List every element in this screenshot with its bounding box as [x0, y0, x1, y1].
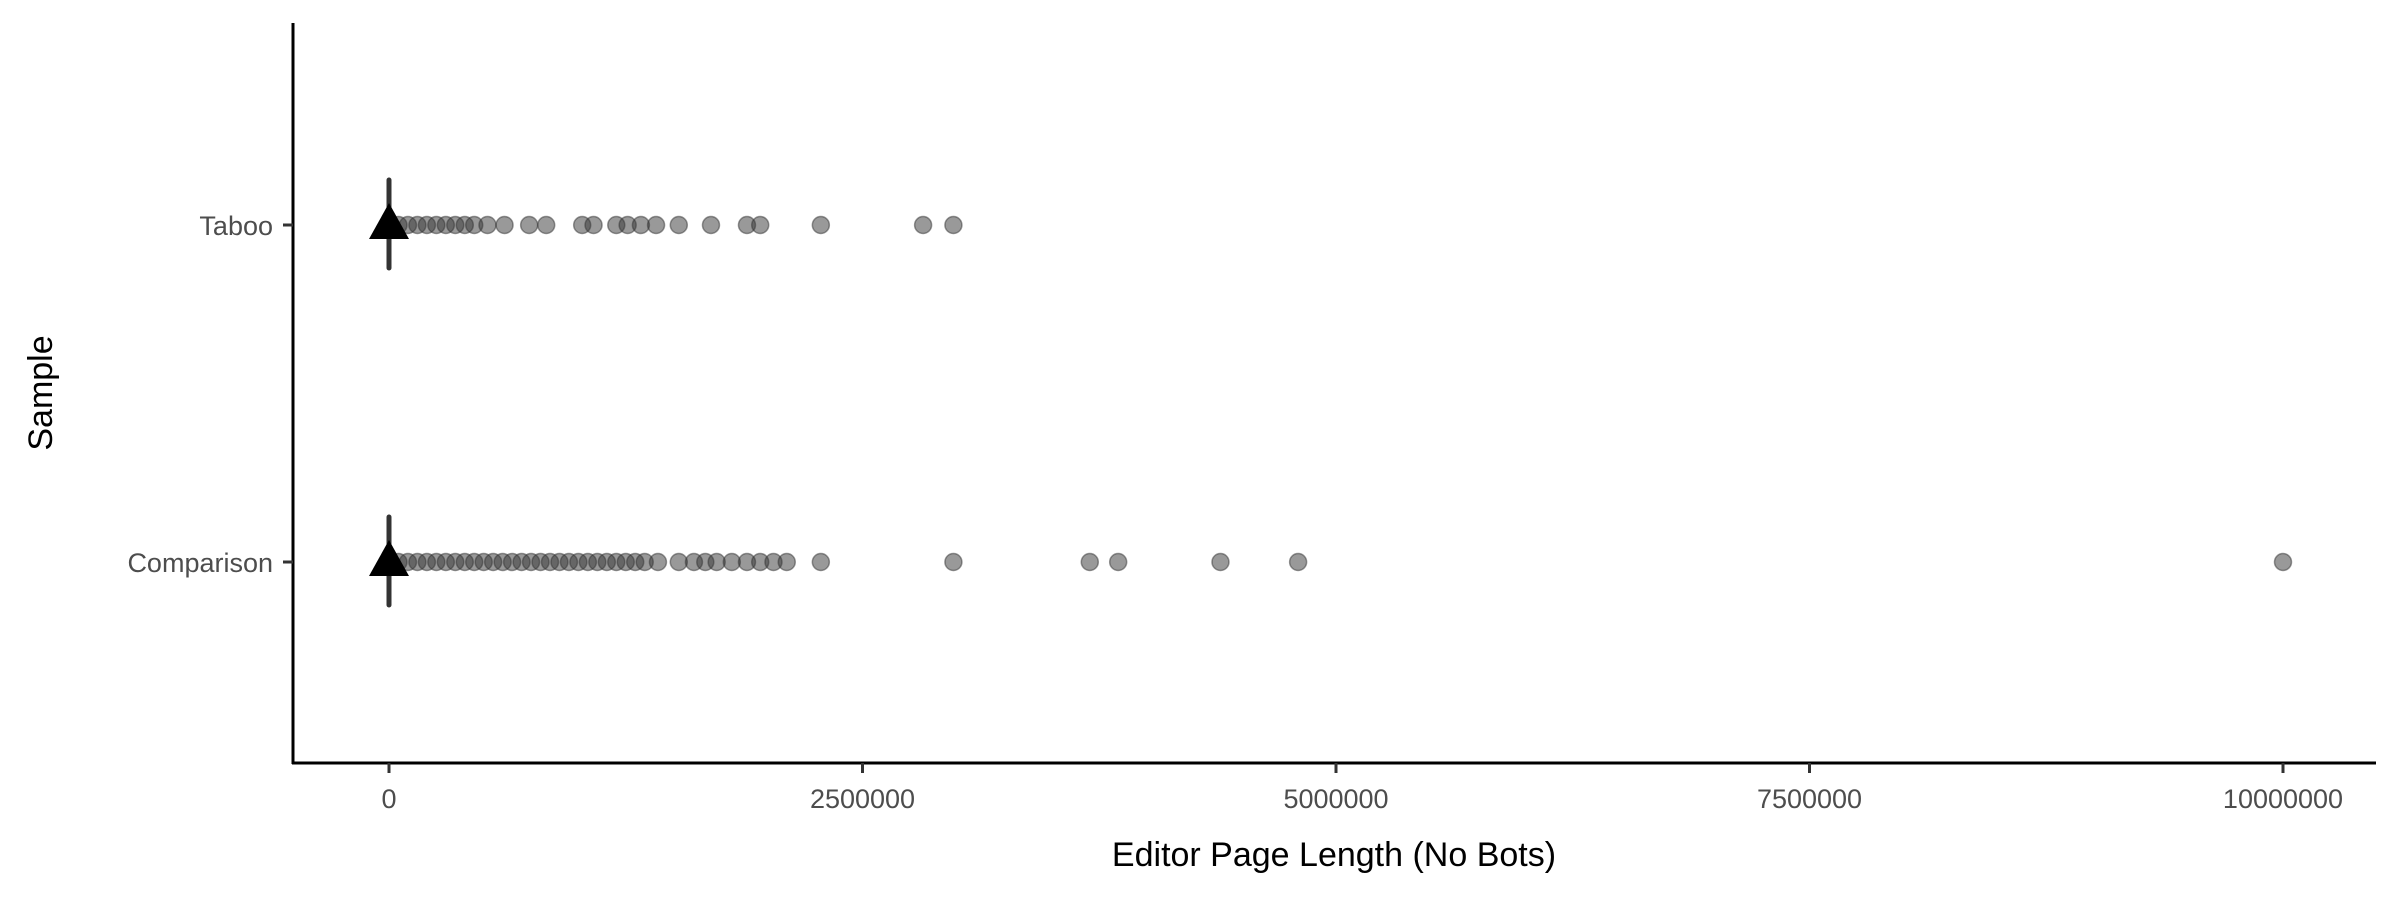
- y-tick-label: Comparison: [127, 548, 273, 578]
- data-point: [2273, 552, 2293, 572]
- data-point: [750, 215, 770, 235]
- x-tick-label: 2500000: [810, 784, 915, 814]
- mean-triangle-marker: [369, 540, 409, 576]
- data-point: [1288, 552, 1308, 572]
- data-point: [777, 552, 796, 572]
- data-point: [495, 215, 514, 235]
- data-point: [669, 215, 689, 235]
- data-point: [701, 215, 721, 235]
- data-point: [944, 552, 963, 572]
- data-point: [536, 215, 556, 235]
- x-ticks: 0 2500000 5000000 7500000 10000000: [381, 763, 2343, 814]
- data-point: [913, 215, 933, 235]
- data-point: [646, 215, 666, 235]
- y-ticks: Taboo Comparison: [127, 211, 293, 578]
- data-point: [1211, 552, 1230, 572]
- mean-triangle-marker: [369, 203, 409, 239]
- x-tick-label: 5000000: [1283, 784, 1388, 814]
- summary-layer: [369, 177, 409, 608]
- data-point: [478, 215, 497, 235]
- data-point: [519, 215, 539, 235]
- data-point: [811, 552, 831, 572]
- x-axis-title: Editor Page Length (No Bots): [1112, 836, 1556, 874]
- x-tick-label: 7500000: [1757, 784, 1862, 814]
- data-point: [1108, 552, 1128, 572]
- points-layer: [379, 215, 2293, 572]
- y-axis-title: Sample: [22, 335, 60, 450]
- x-tick-label: 0: [381, 784, 396, 814]
- y-tick-label: Taboo: [199, 211, 273, 241]
- data-point: [811, 215, 831, 235]
- x-tick-label: 10000000: [2223, 784, 2343, 814]
- data-point: [648, 552, 668, 572]
- data-point: [1080, 552, 1100, 572]
- data-point: [944, 215, 963, 235]
- data-point: [584, 215, 603, 235]
